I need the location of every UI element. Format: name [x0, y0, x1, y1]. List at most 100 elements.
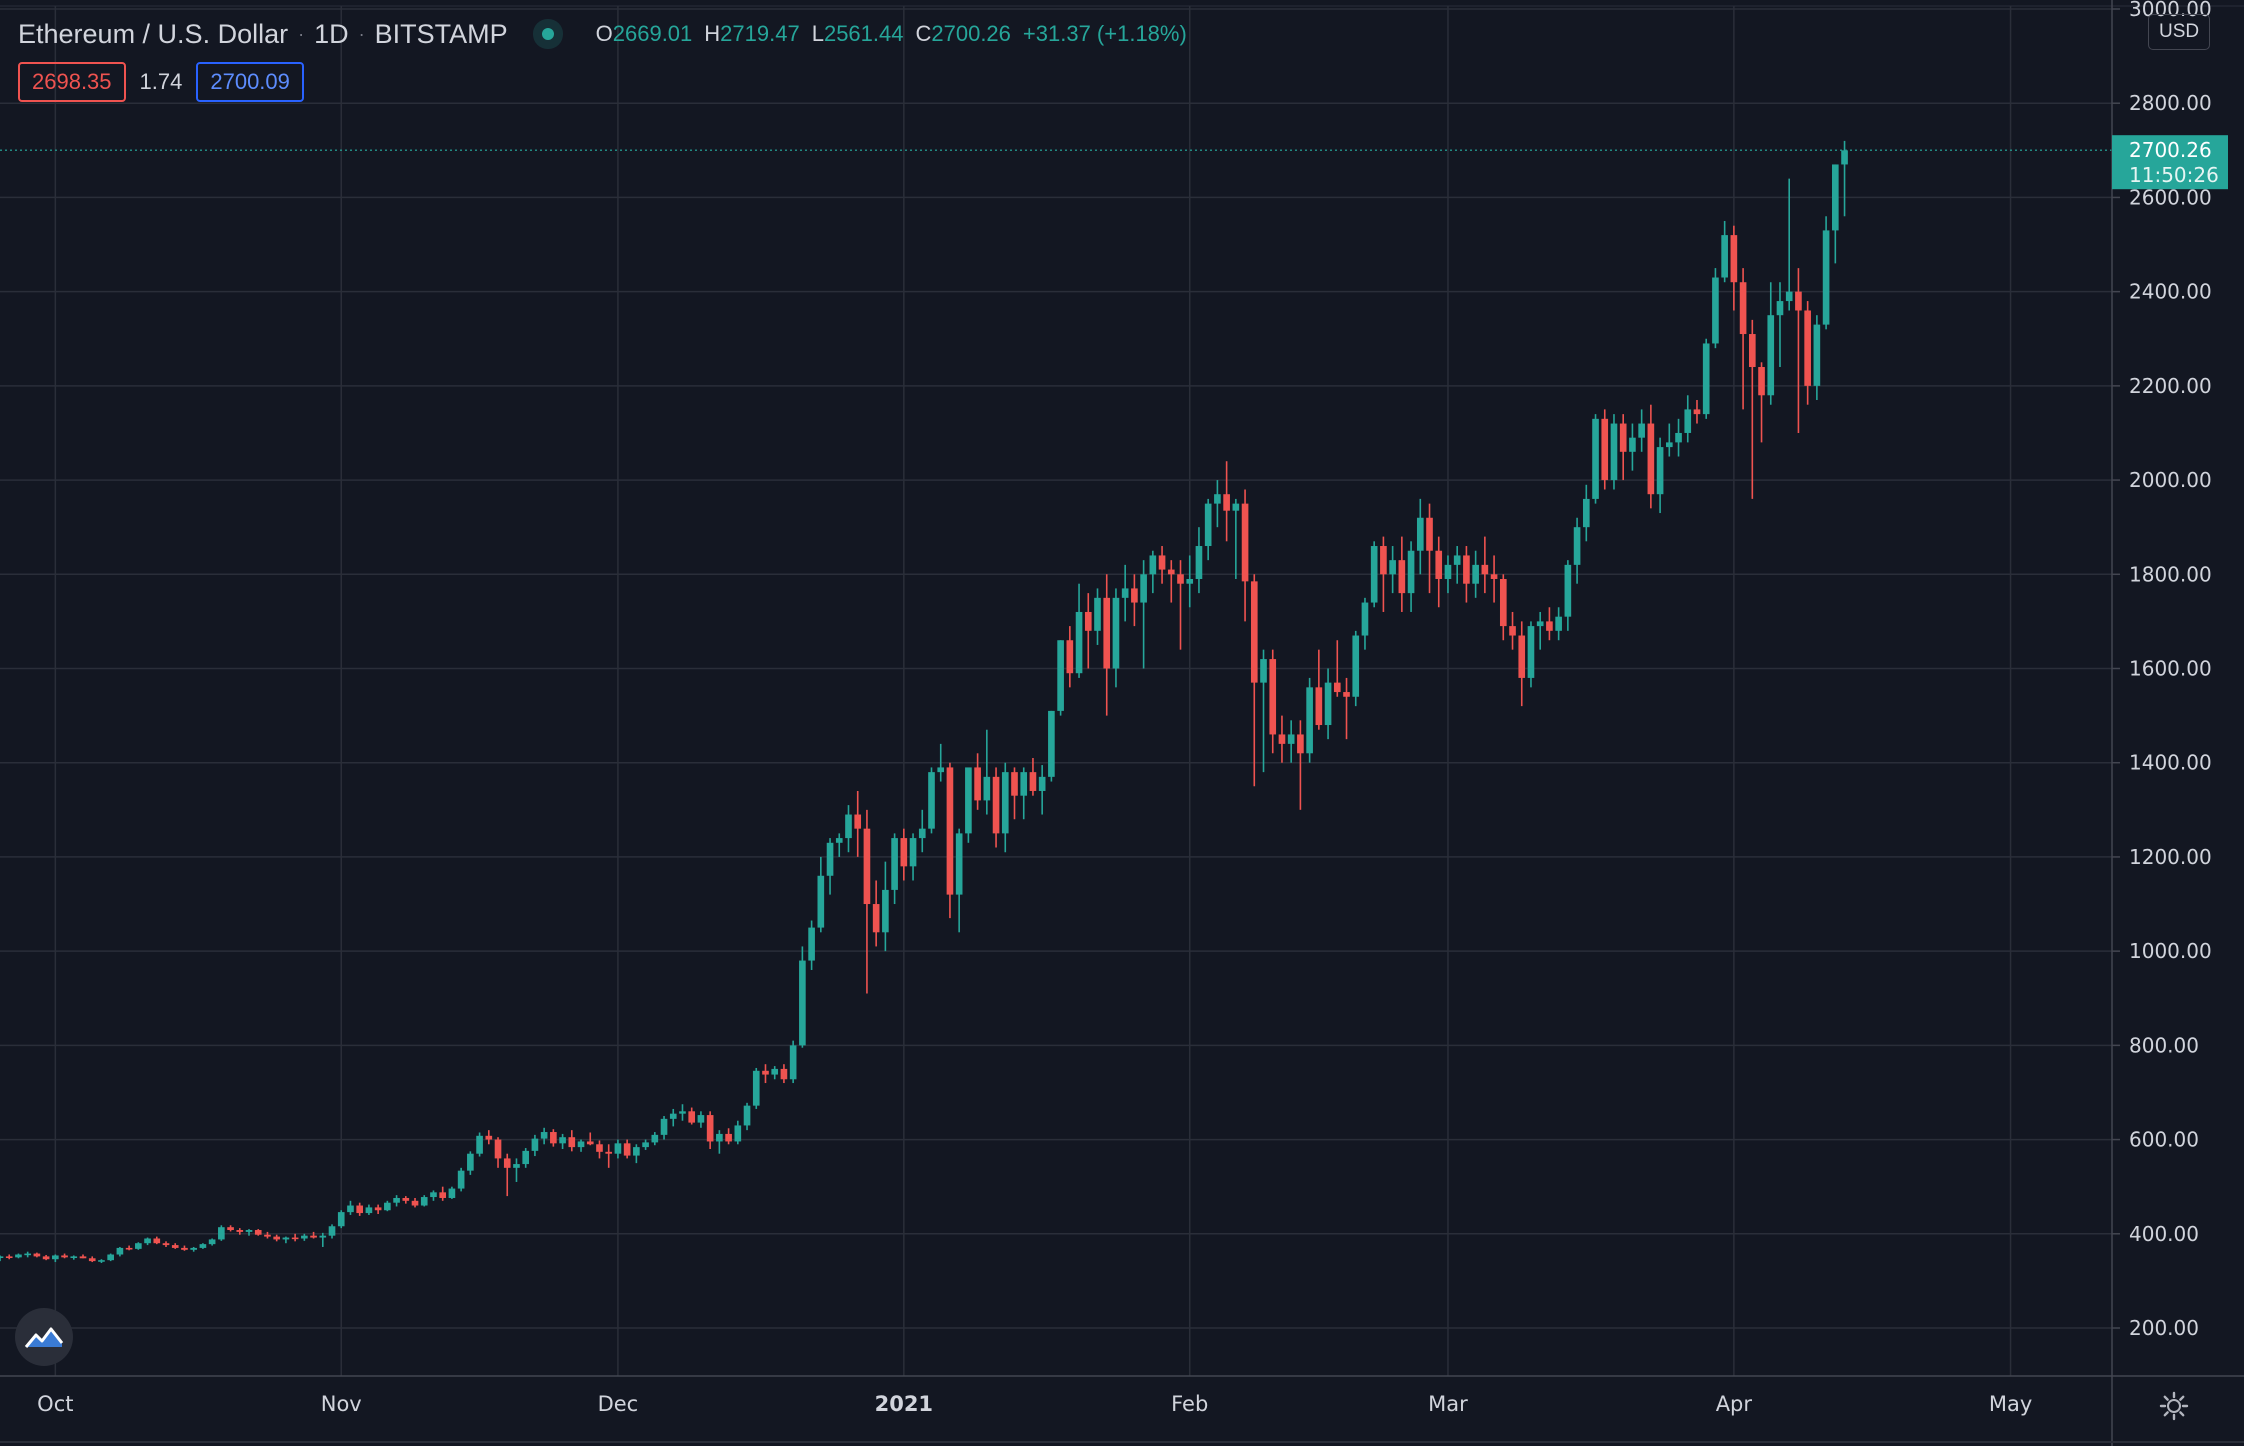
candle-body-up[interactable]	[983, 776, 991, 801]
candle-body-up[interactable]	[965, 767, 972, 834]
candle-body-up[interactable]	[1841, 150, 1848, 165]
candle-body-down[interactable]	[854, 814, 862, 829]
candle-body-down[interactable]	[1380, 546, 1387, 575]
candle-body-up[interactable]	[218, 1227, 225, 1240]
candle-body-down[interactable]	[872, 904, 880, 933]
candle-body-up[interactable]	[199, 1244, 207, 1248]
candle-body-down[interactable]	[1435, 550, 1443, 579]
candle-body-down[interactable]	[485, 1135, 493, 1140]
currency-unit-button[interactable]: USD	[2148, 14, 2211, 50]
candle-body-down[interactable]	[1795, 291, 1802, 311]
candle-body-up[interactable]	[1407, 550, 1415, 594]
candle-body-down[interactable]	[42, 1256, 50, 1260]
candle-body-down[interactable]	[623, 1143, 631, 1156]
candle-body-up[interactable]	[1140, 574, 1147, 603]
interval-label[interactable]: 1D	[314, 18, 349, 49]
candle-body-down[interactable]	[1167, 569, 1175, 575]
candle-body-down[interactable]	[863, 828, 871, 905]
candle-body-up[interactable]	[1306, 687, 1313, 754]
candle-body-up[interactable]	[817, 875, 825, 928]
candle-body-up[interactable]	[1186, 578, 1194, 584]
candle-body-down[interactable]	[605, 1151, 613, 1154]
candle-body-up[interactable]	[476, 1135, 483, 1154]
candle-body-down[interactable]	[254, 1230, 262, 1235]
candle-body-down[interactable]	[162, 1243, 170, 1246]
candle-body-up[interactable]	[1444, 564, 1452, 579]
candle-body-down[interactable]	[1739, 282, 1747, 335]
candle-body-down[interactable]	[33, 1253, 41, 1257]
candle-body-up[interactable]	[337, 1212, 345, 1227]
tradingview-logo-icon[interactable]	[15, 1308, 73, 1366]
candle-body-down[interactable]	[550, 1132, 557, 1144]
candle-body-up[interactable]	[430, 1192, 437, 1198]
candle-body-up[interactable]	[1822, 230, 1830, 325]
candle-body-up[interactable]	[245, 1230, 253, 1232]
candle-body-down[interactable]	[1250, 581, 1258, 683]
candle-body-down[interactable]	[1647, 423, 1655, 495]
candle-body-up[interactable]	[301, 1235, 308, 1239]
candle-body-down[interactable]	[1518, 635, 1526, 678]
candle-body-down[interactable]	[227, 1227, 234, 1231]
candle-body-down[interactable]	[1158, 555, 1166, 570]
candle-body-down[interactable]	[780, 1068, 788, 1080]
candle-body-up[interactable]	[1684, 409, 1692, 433]
candle-body-up[interactable]	[1702, 343, 1710, 415]
candle-body-down[interactable]	[153, 1238, 161, 1244]
candle-body-up[interactable]	[928, 772, 935, 829]
candle-body-up[interactable]	[918, 828, 926, 839]
candle-body-up[interactable]	[752, 1070, 760, 1106]
candle-body-up[interactable]	[559, 1137, 566, 1144]
candle-body-down[interactable]	[1269, 659, 1277, 735]
candle-body-down[interactable]	[310, 1235, 317, 1238]
candle-body-up[interactable]	[789, 1045, 797, 1080]
candle-body-down[interactable]	[402, 1197, 410, 1201]
candle-body-up[interactable]	[1370, 546, 1378, 603]
candle-body-up[interactable]	[1195, 546, 1203, 579]
candle-body-down[interactable]	[706, 1115, 714, 1142]
candle-body-down[interactable]	[291, 1237, 299, 1240]
candle-body-down[interactable]	[1333, 682, 1341, 693]
candle-body-up[interactable]	[1555, 616, 1562, 631]
candle-body-up[interactable]	[1564, 564, 1572, 617]
candle-body-up[interactable]	[319, 1235, 327, 1238]
candle-body-down[interactable]	[125, 1247, 133, 1250]
sell-price-button[interactable]: 2698.35	[18, 62, 126, 102]
candle-body-down[interactable]	[725, 1133, 732, 1142]
candle-body-down[interactable]	[411, 1200, 419, 1206]
candle-body-down[interactable]	[5, 1256, 13, 1258]
candle-body-down[interactable]	[1463, 555, 1470, 584]
candle-body-down[interactable]	[586, 1141, 594, 1145]
candle-body-up[interactable]	[1361, 602, 1369, 636]
candle-body-up[interactable]	[1352, 635, 1360, 697]
candle-body-down[interactable]	[688, 1111, 696, 1123]
candle-body-up[interactable]	[1075, 611, 1083, 674]
candle-body-up[interactable]	[1638, 423, 1645, 438]
candle-body-up[interactable]	[1665, 442, 1673, 448]
candle-body-down[interactable]	[1011, 772, 1018, 796]
candle-body-up[interactable]	[116, 1247, 124, 1255]
candle-body-up[interactable]	[1121, 588, 1129, 598]
candle-body-up[interactable]	[24, 1253, 31, 1256]
candle-body-up[interactable]	[1094, 597, 1101, 631]
candle-body-up[interactable]	[531, 1138, 539, 1151]
candle-body-up[interactable]	[393, 1197, 400, 1203]
candle-body-down[interactable]	[503, 1158, 511, 1168]
candle-body-up[interactable]	[845, 814, 852, 839]
gear-icon[interactable]	[2156, 1388, 2192, 1424]
candle-body-up[interactable]	[208, 1239, 216, 1245]
candle-body-up[interactable]	[144, 1238, 151, 1244]
candle-body-up[interactable]	[328, 1226, 336, 1236]
candle-body-down[interactable]	[1509, 626, 1516, 636]
price-axis[interactable]: 200.00 400.00 600.00 800.00 1000.00 1200.00 14…	[2112, 0, 2212, 1340]
candle-body-down[interactable]	[1758, 367, 1765, 396]
buy-price-button[interactable]: 2700.09	[196, 62, 304, 102]
candle-body-up[interactable]	[1656, 447, 1664, 495]
candle-body-up[interactable]	[577, 1141, 585, 1148]
candle-body-down[interactable]	[1084, 611, 1092, 631]
candle-body-up[interactable]	[98, 1260, 105, 1262]
candle-body-down[interactable]	[1398, 560, 1406, 594]
candle-body-up[interactable]	[1204, 503, 1212, 547]
candle-body-up[interactable]	[909, 838, 917, 867]
candle-body-up[interactable]	[1287, 734, 1295, 744]
